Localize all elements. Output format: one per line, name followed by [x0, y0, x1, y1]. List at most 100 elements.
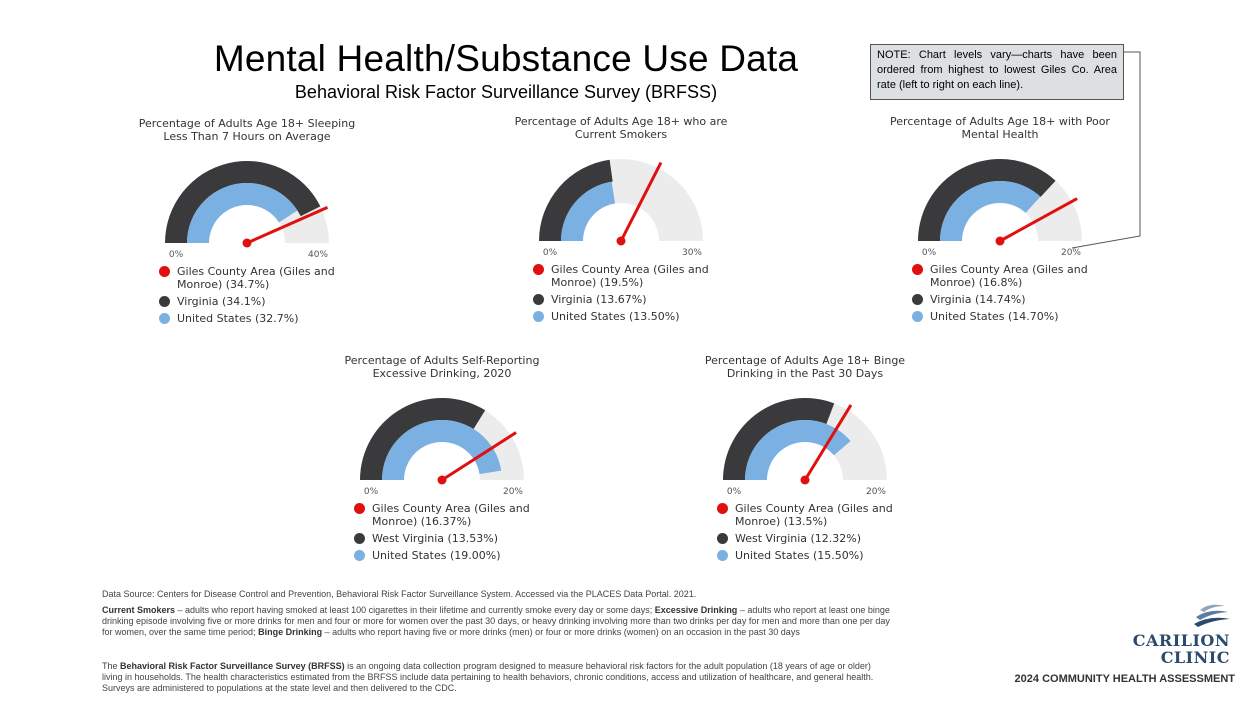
- gauge-min-label: 0%: [727, 487, 742, 497]
- carilion-swoosh-icon: [1194, 604, 1230, 627]
- legend-dot-icon: [354, 550, 365, 561]
- assessment-label: 2024 COMMUNITY HEALTH ASSESSMENT: [1014, 673, 1235, 685]
- gauge-max-label: 20%: [866, 487, 886, 497]
- term-smokers: Current Smokers: [102, 605, 176, 615]
- def-smokers: – adults who report having smoked at lea…: [175, 605, 655, 615]
- brfss-description: The Behavioral Risk Factor Surveillance …: [102, 661, 892, 694]
- legend-state: West Virginia (13.53%): [354, 532, 562, 545]
- gauge-title: Percentage of Adults Age 18+ with Poor M…: [890, 115, 1110, 141]
- gauge-needle: [246, 206, 329, 245]
- gauge-needle: [619, 161, 663, 242]
- legend-dot-icon: [717, 550, 728, 561]
- legend-label: Giles County Area (Giles and Monroe) (13…: [735, 502, 893, 528]
- legend-label: United States (13.50%): [551, 310, 680, 323]
- legend-local: Giles County Area (Giles and Monroe) (16…: [354, 502, 562, 528]
- gauge-legend: Giles County Area (Giles and Monroe) (19…: [533, 263, 741, 323]
- legend-dot-icon: [533, 311, 544, 322]
- legend-state: West Virginia (12.32%): [717, 532, 925, 545]
- legend-us: United States (13.50%): [533, 310, 741, 323]
- term-binge: Binge Drinking: [258, 627, 323, 637]
- gauge-chart: 0% 30%: [539, 159, 703, 258]
- gauge-max-label: 20%: [1061, 248, 1081, 258]
- legend-label: West Virginia (12.32%): [735, 532, 862, 545]
- legend-state: Virginia (14.74%): [912, 293, 1120, 306]
- gauge-needle: [999, 197, 1078, 243]
- legend-dot-icon: [717, 503, 728, 514]
- legend-label: Virginia (14.74%): [930, 293, 1026, 306]
- gauge-chart: 0% 20%: [360, 398, 524, 497]
- gauge-needle-hub: [616, 236, 626, 246]
- gauge-title: Percentage of Adults Age 18+ Binge Drink…: [704, 354, 906, 380]
- gauge-needle-hub: [995, 236, 1005, 246]
- gauge-title: Percentage of Adults Self-Reporting Exce…: [344, 354, 540, 380]
- gauge-min-label: 0%: [543, 248, 558, 258]
- gauge-smokers: Percentage of Adults Age 18+ who are Cur…: [501, 115, 741, 327]
- gauge-mental-health: Percentage of Adults Age 18+ with Poor M…: [880, 115, 1120, 327]
- legend-dot-icon: [159, 266, 170, 277]
- logo-line1: CARILION: [1132, 631, 1230, 650]
- legend-us: United States (19.00%): [354, 549, 562, 562]
- legend-us: United States (32.7%): [159, 312, 367, 325]
- legend-dot-icon: [717, 533, 728, 544]
- legend-local: Giles County Area (Giles and Monroe) (13…: [717, 502, 925, 528]
- gauge-legend: Giles County Area (Giles and Monroe) (16…: [354, 502, 562, 562]
- gauge-title: Percentage of Adults Age 18+ Sleeping Le…: [138, 117, 356, 143]
- data-source: Data Source: Centers for Disease Control…: [102, 589, 697, 599]
- legend-label: Giles County Area (Giles and Monroe) (16…: [930, 263, 1088, 289]
- gauge-max-label: 30%: [682, 248, 702, 258]
- legend-dot-icon: [533, 264, 544, 275]
- legend-label: United States (15.50%): [735, 549, 864, 562]
- gauge-chart: 0% 20%: [918, 159, 1082, 258]
- gauge-needle-hub: [242, 238, 252, 248]
- legend-dot-icon: [354, 533, 365, 544]
- gauge-needle-hub: [800, 475, 810, 485]
- legend-label: United States (14.70%): [930, 310, 1059, 323]
- gauge-max-label: 40%: [308, 250, 328, 260]
- brfss-pre: The: [102, 661, 121, 671]
- legend-dot-icon: [912, 294, 923, 305]
- gauge-legend: Giles County Area (Giles and Monroe) (16…: [912, 263, 1120, 323]
- def-binge: – adults who report having five or more …: [322, 627, 800, 637]
- legend-label: United States (19.00%): [372, 549, 501, 562]
- brfss-text: is an ongoing data collection program de…: [102, 661, 874, 693]
- gauge-center: [583, 203, 659, 241]
- gauge-needle-hub: [437, 475, 447, 485]
- logo-line2: CLINIC: [1160, 648, 1230, 667]
- gauge-chart: 0% 40%: [165, 161, 329, 260]
- gauge-needle: [803, 404, 853, 481]
- legend-label: Giles County Area (Giles and Monroe) (19…: [551, 263, 709, 289]
- gauge-legend: Giles County Area (Giles and Monroe) (34…: [159, 265, 367, 325]
- term-excessive: Excessive Drinking: [654, 605, 738, 615]
- legend-dot-icon: [912, 264, 923, 275]
- legend-us: United States (14.70%): [912, 310, 1120, 323]
- page-title: Mental Health/Substance Use Data: [213, 38, 799, 79]
- legend-label: United States (32.7%): [177, 312, 299, 325]
- carilion-logo: CARILION CLINIC: [1120, 632, 1230, 666]
- gauge-min-label: 0%: [364, 487, 379, 497]
- legend-label: Giles County Area (Giles and Monroe) (34…: [177, 265, 335, 291]
- gauge-min-label: 0%: [169, 250, 184, 260]
- gauge-chart: 0% 20%: [723, 398, 887, 497]
- gauge-min-label: 0%: [922, 248, 937, 258]
- legend-local: Giles County Area (Giles and Monroe) (16…: [912, 263, 1120, 289]
- page-subtitle: Behavioral Risk Factor Surveillance Surv…: [294, 82, 718, 102]
- gauge-excessive-drinking: Percentage of Adults Self-Reporting Exce…: [322, 354, 562, 566]
- legend-dot-icon: [354, 503, 365, 514]
- legend-label: Giles County Area (Giles and Monroe) (16…: [372, 502, 530, 528]
- legend-dot-icon: [159, 313, 170, 324]
- legend-dot-icon: [533, 294, 544, 305]
- legend-dot-icon: [159, 296, 170, 307]
- def-excessive: – adults who report at least one binge d…: [102, 605, 890, 637]
- gauge-legend: Giles County Area (Giles and Monroe) (13…: [717, 502, 925, 562]
- legend-us: United States (15.50%): [717, 549, 925, 562]
- legend-label: West Virginia (13.53%): [372, 532, 499, 545]
- gauge-max-label: 20%: [503, 487, 523, 497]
- legend-state: Virginia (34.1%): [159, 295, 367, 308]
- term-brfss: Behavioral Risk Factor Surveillance Surv…: [120, 661, 345, 671]
- gauge-binge-drinking: Percentage of Adults Age 18+ Binge Drink…: [685, 354, 925, 566]
- definitions: Current Smokers – adults who report havi…: [102, 605, 892, 638]
- legend-local: Giles County Area (Giles and Monroe) (34…: [159, 265, 367, 291]
- gauge-sleep: Percentage of Adults Age 18+ Sleeping Le…: [127, 117, 367, 329]
- legend-dot-icon: [912, 311, 923, 322]
- legend-local: Giles County Area (Giles and Monroe) (19…: [533, 263, 741, 289]
